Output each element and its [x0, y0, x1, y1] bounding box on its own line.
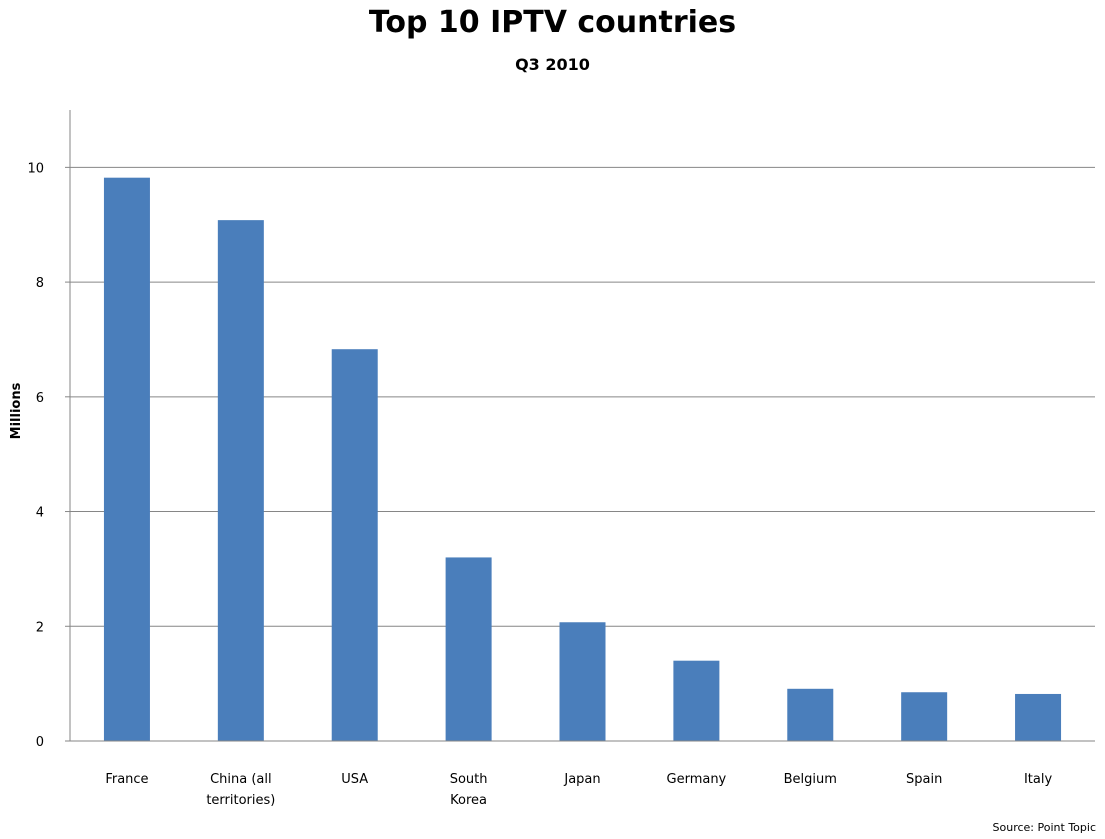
bar [1015, 693, 1062, 741]
x-tick-label: USA [341, 772, 368, 787]
bar [901, 692, 948, 741]
y-axis-title: Millions [9, 382, 24, 439]
x-tick-label-line: China (all [210, 772, 272, 787]
x-tick-label-line: South [450, 772, 488, 787]
x-tick-label: Belgium [784, 772, 837, 787]
bar [673, 660, 720, 741]
x-tick-label-line: Italy [1024, 772, 1053, 787]
bar [787, 688, 834, 741]
chart-subtitle: Q3 2010 [515, 55, 590, 74]
bars [103, 177, 1062, 741]
x-tick-label: Germany [667, 772, 727, 787]
y-tick-label: 10 [27, 161, 44, 176]
bar [445, 557, 492, 741]
x-tick-label-line: France [105, 772, 148, 787]
y-tick-label: 0 [36, 735, 44, 750]
x-tick-label: Spain [906, 772, 942, 787]
y-tick-label: 2 [36, 620, 44, 635]
x-tick-label-line: Germany [667, 772, 727, 787]
x-tick-label: China (all territories) [206, 772, 275, 808]
y-tick-label: 6 [36, 391, 44, 406]
bar [217, 220, 264, 741]
y-tick-label: 4 [36, 506, 44, 521]
y-tick-labels: 0 2 4 6 8 10 [27, 161, 44, 750]
x-tick-label: South Korea [450, 772, 488, 808]
x-tick-label-line: Japan [563, 772, 600, 787]
axes [65, 110, 1095, 742]
y-tick-label: 8 [36, 276, 44, 291]
bar [331, 349, 378, 741]
bar [103, 177, 150, 741]
x-tick-label-line: USA [341, 772, 368, 787]
bar [559, 622, 606, 741]
x-tick-label-line: Korea [450, 793, 487, 808]
source-note: Source: Point Topic [993, 821, 1096, 834]
x-tick-labels: France China (all territories) USA South Kore… [105, 772, 1052, 808]
x-tick-label: Italy [1024, 772, 1053, 787]
x-tick-label-line: territories) [206, 793, 275, 808]
x-tick-label: France [105, 772, 148, 787]
x-tick-label-line: Belgium [784, 772, 837, 787]
chart-title: Top 10 IPTV countries [368, 5, 737, 40]
x-tick-label: Japan [563, 772, 600, 787]
x-tick-label-line: Spain [906, 772, 942, 787]
